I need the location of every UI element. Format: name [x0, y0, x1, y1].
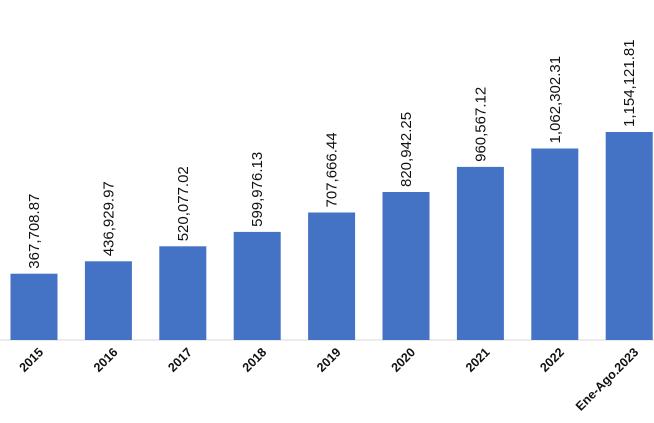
x-tick-label: 2018: [240, 345, 270, 375]
value-label: 1,154,121.81: [621, 39, 638, 127]
x-tick-label: 2015: [17, 345, 47, 375]
value-label: 367,708.87: [26, 194, 43, 269]
bar-2019: [308, 212, 356, 340]
x-tick-label: 2019: [314, 345, 344, 375]
x-tick-label: 2022: [537, 345, 567, 375]
x-tick-label: 2017: [165, 345, 195, 375]
value-label: 436,929.97: [100, 181, 117, 256]
bar-2021: [456, 166, 504, 340]
bar-2015: [10, 273, 58, 340]
tick-labels-group: 2015 2016 2017 2018 2019 2020 2021 2022 Ene-Ago.…: [17, 345, 642, 413]
bar-2018: [233, 231, 281, 340]
bars-group: [10, 132, 653, 340]
x-tick-label: 2020: [389, 345, 419, 375]
bar-2022: [531, 148, 579, 340]
value-label: 960,567.12: [472, 87, 489, 162]
value-label: 820,942.25: [398, 112, 415, 187]
bar-2016: [84, 261, 132, 340]
value-labels-group: 367,708.87 436,929.97 520,077.02 599,976.13…: [26, 39, 638, 268]
bar-ene-ago-2023: [605, 132, 653, 340]
x-tick-label: 2021: [463, 345, 493, 375]
x-tick-label: 2016: [91, 345, 121, 375]
bar-2020: [382, 192, 430, 340]
value-label: 1,062,302.31: [547, 56, 564, 144]
x-tick-label: Ene-Ago.2023: [573, 345, 641, 413]
value-label: 707,666.44: [324, 132, 341, 207]
value-label: 599,976.13: [249, 152, 266, 227]
bar-2017: [159, 246, 207, 340]
value-label: 520,077.02: [175, 166, 192, 241]
